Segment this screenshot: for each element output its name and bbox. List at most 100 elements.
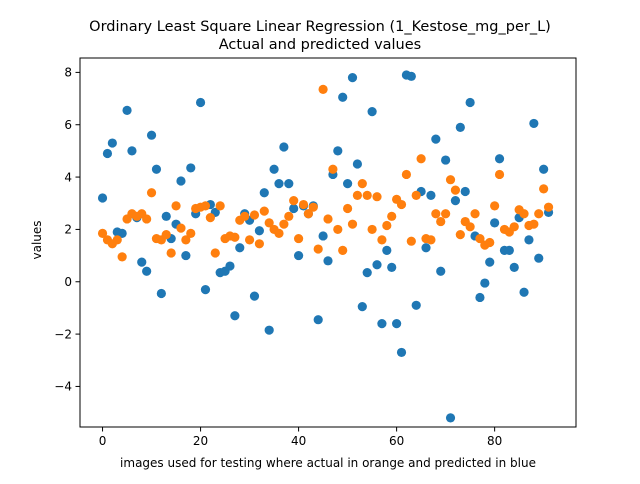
series-1-point	[259, 188, 269, 198]
series-2-point	[313, 244, 323, 254]
series-1-point	[181, 250, 191, 261]
series-2-point	[372, 192, 382, 202]
series-2-point	[244, 235, 255, 245]
series-2-point	[293, 233, 304, 244]
series-2-point	[387, 211, 397, 221]
series-2-point	[249, 210, 260, 220]
y-axis-label: values	[30, 220, 44, 259]
series-1-point	[102, 148, 113, 159]
series-2-point	[362, 190, 372, 200]
series-1-point	[480, 278, 490, 288]
series-1-point	[176, 176, 186, 186]
series-2-point	[289, 196, 299, 206]
series-2-point	[490, 201, 500, 211]
series-2-point	[343, 203, 353, 214]
series-2-point	[97, 228, 108, 238]
series-1-point	[333, 146, 343, 156]
series-2-point	[230, 232, 240, 242]
series-1-point	[490, 218, 500, 228]
series-1-point	[534, 253, 544, 263]
series-2-point	[186, 228, 196, 238]
series-2-point	[529, 219, 539, 229]
series-1-point	[357, 302, 367, 312]
series-1-point	[200, 285, 211, 295]
series-1-point	[274, 179, 284, 189]
series-2-point	[543, 202, 554, 212]
series-1-point	[107, 138, 117, 148]
series-2-point	[117, 252, 127, 262]
series-2-point	[509, 222, 519, 232]
series-1-point	[406, 71, 416, 81]
series-2-point	[485, 237, 495, 248]
plot-area: 0 20 40 60 80 −4 −2 0 2 4 6 8	[54, 57, 577, 448]
series-2-point	[445, 175, 456, 185]
series-2-point	[470, 209, 480, 219]
series-2-point	[303, 209, 313, 219]
series-2-point	[308, 202, 318, 212]
chart-subtitle: Actual and predicted values	[219, 37, 421, 53]
series-1-point	[127, 146, 137, 156]
series-2-point	[436, 216, 446, 227]
series-1-point	[436, 266, 446, 276]
series-1-point	[161, 211, 171, 221]
series-2-point	[284, 211, 294, 221]
series-1-point	[225, 261, 235, 271]
y-tick-label: 8	[64, 66, 72, 80]
series-2-point	[396, 199, 407, 210]
series-1-point	[122, 105, 132, 115]
series-2-point	[146, 188, 157, 198]
series-2-point	[240, 211, 250, 221]
series-1-point	[230, 311, 240, 321]
x-tick-label: 60	[389, 434, 404, 448]
x-tick-label: 20	[193, 434, 208, 448]
series-1-point	[431, 134, 441, 144]
plot-frame	[79, 57, 577, 428]
series-1-point	[142, 266, 152, 276]
series-1-point	[494, 154, 505, 164]
y-tick-label: 0	[64, 275, 72, 289]
series-2-point	[161, 230, 171, 240]
series-2-point	[465, 222, 475, 232]
series-2-point	[441, 209, 451, 219]
series-1-point	[519, 287, 529, 297]
y-tick-label: 2	[64, 223, 72, 237]
series-1-point	[195, 97, 206, 108]
series-2-point	[519, 209, 529, 219]
series-2-point	[382, 220, 392, 231]
series-1-point	[156, 288, 166, 299]
series-1-point	[475, 292, 485, 303]
x-tick-label: 80	[487, 434, 502, 448]
series-1-point	[504, 245, 514, 255]
series-2-point	[475, 233, 485, 244]
series-1-point	[323, 256, 333, 266]
series-1-point	[249, 291, 260, 301]
series-1-point	[235, 243, 245, 253]
series-1-point	[313, 315, 323, 325]
series-1-point	[421, 243, 431, 253]
series-1-point	[352, 159, 363, 169]
series-2-point	[200, 201, 211, 211]
x-tick-label: 0	[99, 434, 107, 448]
series-2-point	[450, 185, 461, 195]
series-2-point	[112, 235, 122, 245]
series-1-point	[509, 262, 519, 272]
series-2-point	[328, 164, 338, 174]
series-2-point	[377, 235, 387, 245]
series-1-point	[465, 97, 475, 108]
series-1-point	[460, 186, 470, 197]
series-1-point	[372, 260, 382, 270]
series-1-point	[137, 257, 147, 267]
series-1-point	[264, 325, 274, 335]
series-1-point	[254, 226, 264, 236]
series-2-point	[357, 179, 367, 189]
series-1-point	[343, 179, 353, 189]
series-1-point	[485, 257, 495, 267]
series-2-point	[274, 228, 284, 238]
series-1-point	[117, 228, 127, 238]
series-2-point	[401, 169, 412, 180]
series-1-point	[146, 130, 157, 140]
y-tick-label: 6	[64, 118, 72, 132]
